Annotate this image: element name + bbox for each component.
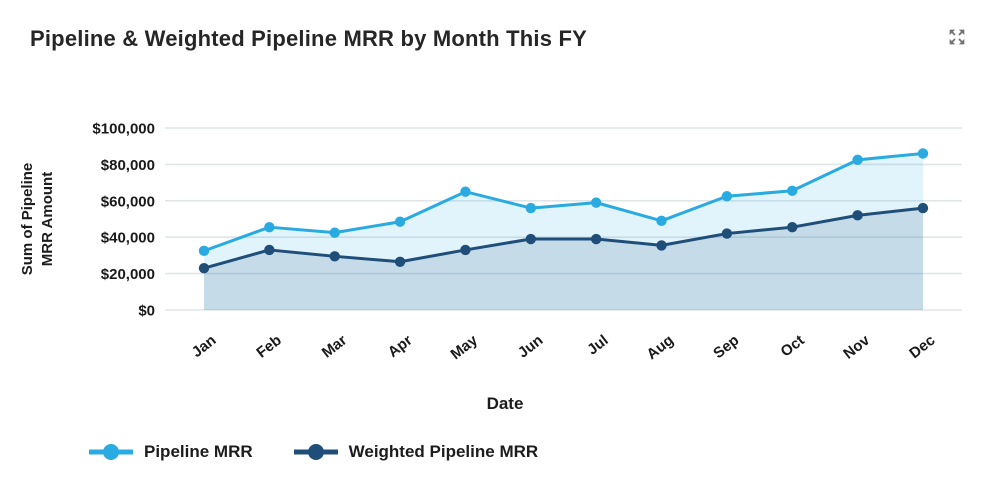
point-weighted-pipeline-mrr-oct[interactable] bbox=[787, 221, 798, 233]
y-axis-title-line2: MRR Amount bbox=[39, 172, 56, 266]
legend-marker-pipeline-mrr bbox=[89, 444, 133, 460]
point-weighted-pipeline-mrr-dec[interactable] bbox=[917, 202, 929, 214]
expand-icon bbox=[949, 29, 965, 45]
y-tick-label-0: $0 bbox=[138, 303, 155, 320]
point-pipeline-mrr-sep[interactable] bbox=[721, 191, 733, 202]
point-pipeline-mrr-apr[interactable] bbox=[394, 216, 406, 227]
point-pipeline-mrr-jul[interactable] bbox=[590, 197, 602, 208]
y-tick-label-5: $100,000 bbox=[92, 121, 155, 138]
x-tick-label-mar: Mar bbox=[319, 332, 351, 362]
x-tick-label-aug: Aug bbox=[644, 332, 677, 363]
point-pipeline-mrr-feb[interactable] bbox=[264, 221, 275, 233]
chart-title: Pipeline & Weighted Pipeline MRR by Mont… bbox=[30, 26, 587, 51]
point-weighted-pipeline-mrr-jun[interactable] bbox=[525, 233, 536, 245]
x-tick-label-apr: Apr bbox=[385, 332, 416, 361]
y-tick-label-4: $80,000 bbox=[101, 157, 155, 174]
legend-label-pipeline-mrr: Pipeline MRR bbox=[144, 442, 253, 461]
y-tick-label-2: $40,000 bbox=[101, 230, 155, 247]
chart-plot-area: Sum of Pipeline MRR Amount $0 $20,000 $40,… bbox=[19, 121, 962, 363]
point-weighted-pipeline-mrr-apr[interactable] bbox=[394, 256, 406, 267]
point-pipeline-mrr-may[interactable] bbox=[460, 186, 471, 197]
x-tick-label-feb: Feb bbox=[253, 332, 284, 362]
x-tick-label-oct: Oct bbox=[778, 332, 808, 361]
area-weighted-pipeline-mrr bbox=[204, 208, 923, 310]
line-weighted-pipeline-mrr bbox=[203, 206, 924, 270]
y-tick-label-3: $60,000 bbox=[101, 193, 155, 210]
x-tick-label-jun: Jun bbox=[515, 332, 546, 362]
legend-label-weighted-pipeline-mrr: Weighted Pipeline MRR bbox=[348, 442, 539, 461]
legend-item-pipeline-mrr[interactable]: Pipeline MRR bbox=[88, 442, 253, 462]
point-weighted-pipeline-mrr-aug[interactable] bbox=[656, 240, 667, 251]
point-weighted-pipeline-mrr-feb[interactable] bbox=[264, 244, 275, 256]
expand-button[interactable] bbox=[944, 24, 970, 50]
area-pipeline-mrr bbox=[204, 153, 923, 310]
point-weighted-pipeline-mrr-jul[interactable] bbox=[590, 233, 602, 245]
y-tick-label-1: $20,000 bbox=[101, 266, 155, 283]
x-tick-label-may: May bbox=[447, 331, 481, 363]
y-axis-title-line1: Sum of Pipeline bbox=[19, 163, 36, 276]
x-tick-label-sep: Sep bbox=[710, 332, 742, 362]
legend-marker-weighted-pipeline-mrr bbox=[293, 444, 338, 460]
point-pipeline-mrr-oct[interactable] bbox=[787, 185, 798, 196]
x-tick-label-jan: Jan bbox=[189, 332, 220, 361]
x-tick-label-nov: Nov bbox=[840, 331, 873, 362]
legend-item-weighted-pipeline-mrr[interactable]: Weighted Pipeline MRR bbox=[293, 442, 539, 462]
point-weighted-pipeline-mrr-jan[interactable] bbox=[198, 262, 210, 274]
x-axis-title: Date bbox=[486, 394, 524, 413]
x-tick-label-jul: Jul bbox=[584, 332, 612, 359]
x-tick-label-dec: Dec bbox=[906, 332, 938, 362]
point-pipeline-mrr-nov[interactable] bbox=[852, 154, 863, 166]
point-pipeline-mrr-jan[interactable] bbox=[198, 245, 210, 257]
point-weighted-pipeline-mrr-nov[interactable] bbox=[852, 210, 863, 221]
point-pipeline-mrr-dec[interactable] bbox=[917, 148, 929, 159]
line-pipeline-mrr bbox=[203, 151, 924, 253]
legend: Pipeline MRR Weighted Pipeline MRR bbox=[88, 442, 538, 462]
point-weighted-pipeline-mrr-mar[interactable] bbox=[329, 251, 340, 262]
point-pipeline-mrr-aug[interactable] bbox=[656, 215, 667, 227]
point-pipeline-mrr-jun[interactable] bbox=[525, 202, 536, 214]
point-weighted-pipeline-mrr-sep[interactable] bbox=[721, 228, 733, 239]
point-weighted-pipeline-mrr-may[interactable] bbox=[460, 244, 471, 256]
point-pipeline-mrr-mar[interactable] bbox=[329, 227, 340, 238]
